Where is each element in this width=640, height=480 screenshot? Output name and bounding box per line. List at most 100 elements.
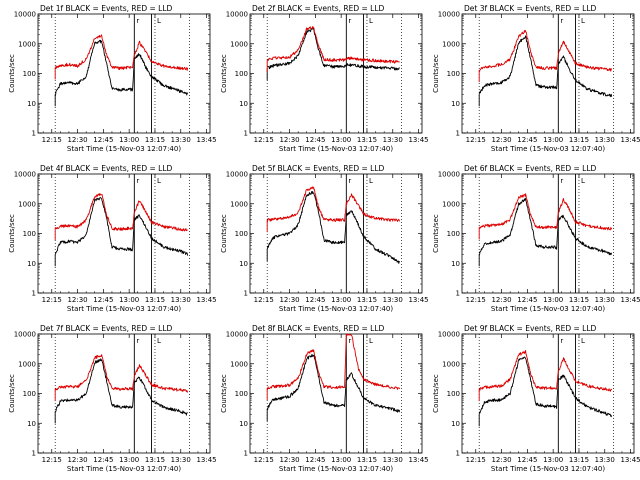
y-tick-label: 10000 <box>14 171 36 179</box>
x-tick-label: 13:30 <box>595 456 615 464</box>
x-tick-label: 12:30 <box>279 296 299 304</box>
y-tick-label: 1000 <box>18 40 36 48</box>
y-tick-label: 100 <box>23 230 36 238</box>
y-axis-label: Counts/sec <box>432 54 440 93</box>
lld-trace <box>478 193 613 231</box>
y-tick-label: 10000 <box>226 171 248 179</box>
x-tick-label: 12:45 <box>305 456 325 464</box>
corner-mark: r <box>560 337 563 345</box>
y-tick-label: 1 <box>32 290 36 298</box>
x-tick-label: 12:15 <box>42 136 62 144</box>
y-tick-label: 10000 <box>438 171 460 179</box>
x-tick-label: 12:15 <box>254 136 274 144</box>
panel-det-5: Det 5f BLACK = Events, RED = LLD 1 10 100 10… <box>220 164 429 313</box>
events-trace <box>54 358 188 416</box>
x-axis-label: Start Time (15-Nov-03 12:07:40) <box>279 465 393 473</box>
x-tick-label: 13:30 <box>171 136 191 144</box>
panel-det-4: Det 4f BLACK = Events, RED = LLD 1 10 100 10… <box>8 164 217 313</box>
x-tick-label: 13:00 <box>543 296 563 304</box>
plot-frame <box>37 173 211 294</box>
lld-trace <box>478 29 613 72</box>
plot-frame <box>461 173 635 294</box>
corner-mark: L <box>157 177 161 185</box>
x-tick-label: 13:00 <box>119 136 139 144</box>
x-tick-label: 12:15 <box>466 296 486 304</box>
y-tick-label: 10 <box>239 100 248 108</box>
x-tick-label: 13:15 <box>569 456 589 464</box>
y-tick-label: 100 <box>447 390 460 398</box>
events-trace <box>478 356 613 418</box>
plot-frame <box>37 13 211 134</box>
y-tick-label: 1000 <box>442 40 460 48</box>
y-tick-label: 1000 <box>230 360 248 368</box>
x-tick-label: 13:45 <box>408 456 428 464</box>
y-tick-label: 10000 <box>438 331 460 339</box>
x-tick-label: 13:00 <box>331 456 351 464</box>
lld-trace <box>478 350 613 392</box>
x-axis-label: Start Time (15-Nov-03 12:07:40) <box>279 305 393 313</box>
lld-trace <box>54 354 189 393</box>
panel-title: Det 5f BLACK = Events, RED = LLD <box>252 164 385 173</box>
y-tick-label: 1 <box>244 290 248 298</box>
x-tick-label: 12:30 <box>279 136 299 144</box>
y-tick-label: 10000 <box>226 11 248 19</box>
plot-frame <box>249 173 423 294</box>
x-tick-label: 12:30 <box>491 456 511 464</box>
y-tick-label: 10000 <box>226 331 248 339</box>
y-tick-label: 1000 <box>230 40 248 48</box>
x-tick-label: 13:15 <box>145 296 165 304</box>
x-tick-label: 13:15 <box>569 296 589 304</box>
x-tick-label: 12:45 <box>517 456 537 464</box>
panel-title: Det 2f BLACK = Events, RED = LLD <box>252 4 385 13</box>
x-tick-label: 13:45 <box>620 296 640 304</box>
panel-title: Det 6f BLACK = Events, RED = LLD <box>464 164 597 173</box>
y-tick-label: 10 <box>27 260 36 268</box>
corner-mark: r <box>348 337 351 345</box>
x-tick-label: 12:30 <box>67 456 87 464</box>
y-tick-label: 10 <box>239 420 248 428</box>
x-tick-label: 12:45 <box>517 136 537 144</box>
y-tick-label: 1000 <box>18 200 36 208</box>
x-tick-label: 13:45 <box>196 136 216 144</box>
panel-det-3: Det 3f BLACK = Events, RED = LLD 1 10 100 10… <box>432 4 640 153</box>
plot-frame <box>249 13 423 134</box>
events-trace <box>54 39 189 96</box>
y-tick-label: 1 <box>32 130 36 138</box>
plot-frame <box>37 333 211 454</box>
corner-mark: r <box>560 177 563 185</box>
panel-title: Det 3f BLACK = Events, RED = LLD <box>464 4 597 13</box>
x-tick-label: 13:30 <box>383 296 403 304</box>
x-tick-label: 13:30 <box>383 456 403 464</box>
x-tick-label: 12:45 <box>93 296 113 304</box>
x-tick-label: 12:30 <box>67 136 87 144</box>
y-axis-label: Counts/sec <box>220 214 228 253</box>
panel-det-8: Det 8f BLACK = Events, RED = LLD 1 10 100 10… <box>220 324 429 473</box>
x-axis-label: Start Time (15-Nov-03 12:07:40) <box>491 305 605 313</box>
events-trace <box>54 197 189 256</box>
panel-det-1: Det 1f BLACK = Events, RED = LLD 1 10 100 10… <box>8 4 217 153</box>
y-tick-label: 10 <box>451 100 460 108</box>
corner-mark: L <box>157 337 161 345</box>
x-tick-label: 12:15 <box>42 456 62 464</box>
x-axis-label: Start Time (15-Nov-03 12:07:40) <box>67 465 181 473</box>
corner-mark: r <box>560 17 563 25</box>
corner-mark: L <box>581 17 585 25</box>
y-tick-label: 100 <box>235 390 248 398</box>
x-tick-label: 12:15 <box>466 456 486 464</box>
x-tick-label: 13:45 <box>196 296 216 304</box>
panel-det-6: Det 6f BLACK = Events, RED = LLD 1 10 100 10… <box>432 164 640 313</box>
x-tick-label: 13:30 <box>595 296 615 304</box>
y-axis-label: Counts/sec <box>220 54 228 93</box>
panel-det-7: Det 7f BLACK = Events, RED = LLD 1 10 100 10… <box>8 324 217 473</box>
y-tick-label: 1000 <box>442 360 460 368</box>
corner-mark: L <box>581 337 585 345</box>
events-trace <box>478 197 613 256</box>
plot-frame <box>461 333 635 454</box>
y-tick-label: 100 <box>447 70 460 78</box>
x-tick-label: 12:45 <box>305 136 325 144</box>
y-tick-label: 10000 <box>14 11 36 19</box>
y-axis-label: Counts/sec <box>432 374 440 413</box>
y-axis-label: Counts/sec <box>432 214 440 253</box>
corner-mark: r <box>136 337 139 345</box>
y-tick-label: 100 <box>235 230 248 238</box>
